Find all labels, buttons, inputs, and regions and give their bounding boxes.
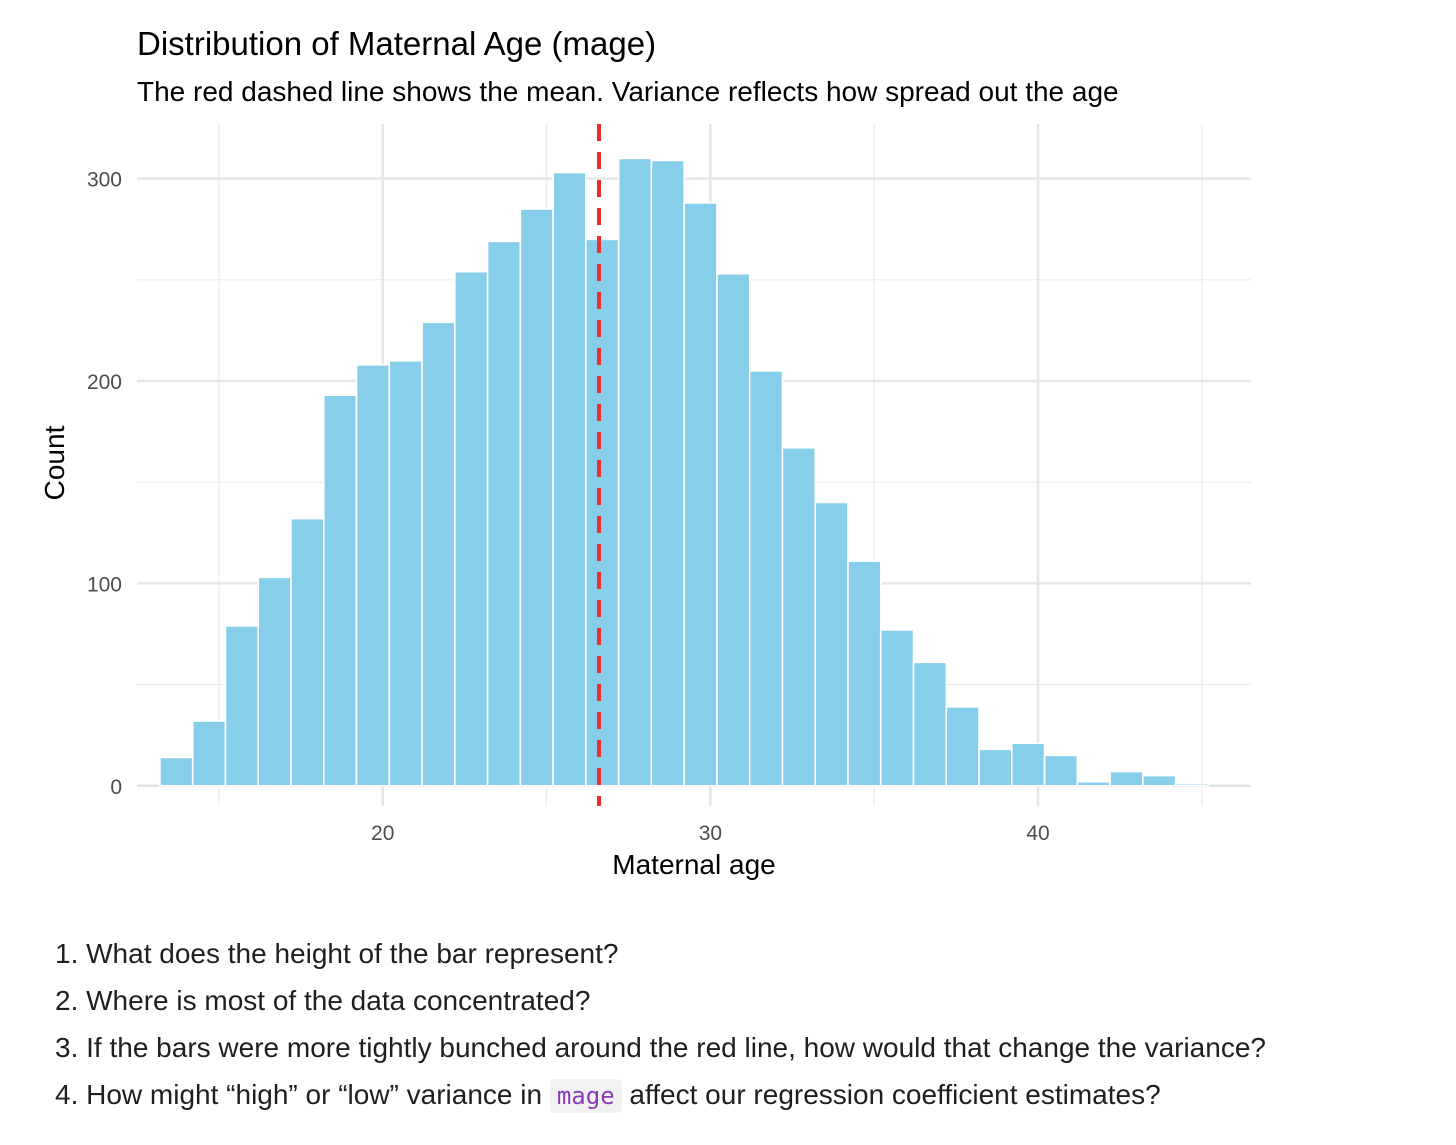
histogram-bar	[1043, 754, 1079, 787]
x-axis-title: Maternal age	[612, 849, 775, 880]
histogram-bar	[912, 661, 948, 787]
chart-subtitle: The red dashed line shows the mean. Vari…	[137, 76, 1119, 107]
x-tick-label: 30	[699, 822, 722, 845]
histogram-bars	[159, 157, 1210, 787]
question-2: 2. Where is most of the data concentrate…	[55, 985, 591, 1016]
histogram-bar	[322, 394, 358, 787]
histogram-bar	[552, 171, 587, 787]
y-tick-label: 300	[87, 169, 122, 192]
question-4: 4. How might “high” or “low” variance in…	[55, 1071, 1266, 1120]
histogram-bar	[1174, 782, 1210, 787]
histogram-bar	[978, 748, 1013, 787]
y-tick-label: 0	[110, 776, 122, 799]
histogram-bar	[257, 576, 292, 787]
histogram-bar	[355, 364, 391, 787]
histogram-bar	[1142, 774, 1177, 787]
question-4-text-before: 4. How might “high” or “low” variance in	[55, 1079, 550, 1110]
histogram-bar	[683, 202, 718, 787]
y-tick-label: 100	[87, 573, 122, 596]
histogram-bar	[781, 446, 817, 787]
x-axis-ticks: 20 30 40	[371, 822, 1050, 845]
histogram-bar	[159, 756, 194, 787]
chart-title: Distribution of Maternal Age (mage)	[137, 25, 656, 62]
histogram-bar	[191, 720, 227, 787]
histogram-bar	[814, 501, 849, 787]
histogram-bar	[421, 321, 456, 787]
histogram-bar	[650, 159, 685, 787]
histogram-bar	[847, 560, 882, 787]
x-tick-label: 20	[371, 822, 394, 845]
histogram-bar	[388, 359, 423, 787]
histogram-bar	[585, 238, 620, 787]
histogram-bar	[1076, 780, 1111, 787]
question-4-text-after: affect our regression coefficient estima…	[621, 1079, 1161, 1110]
y-tick-label: 200	[87, 371, 122, 394]
histogram-bar	[716, 272, 751, 787]
histogram-bar	[290, 517, 325, 787]
question-1: 1. What does the height of the bar repre…	[55, 938, 619, 969]
mage-code-span: mage	[549, 1079, 622, 1113]
histogram-bar	[748, 370, 784, 787]
y-axis-ticks: 0 100 200 300	[87, 169, 122, 799]
histogram-chart: Distribution of Maternal Age (mage) The …	[39, 25, 1251, 880]
histogram-bar	[617, 157, 653, 787]
y-axis-title: Count	[39, 425, 70, 500]
histogram-bar	[224, 625, 260, 787]
histogram-bar	[1109, 770, 1144, 787]
histogram-bar	[879, 629, 915, 787]
histogram-bar	[486, 240, 522, 787]
histogram-bar	[519, 208, 554, 787]
question-3: 3. If the bars were more tightly bunched…	[55, 1032, 1266, 1063]
histogram-bar	[1011, 742, 1046, 787]
question-list: 1. What does the height of the bar repre…	[55, 930, 1266, 1120]
x-tick-label: 40	[1026, 822, 1049, 845]
histogram-bar	[945, 706, 980, 787]
histogram-bar	[454, 270, 489, 787]
